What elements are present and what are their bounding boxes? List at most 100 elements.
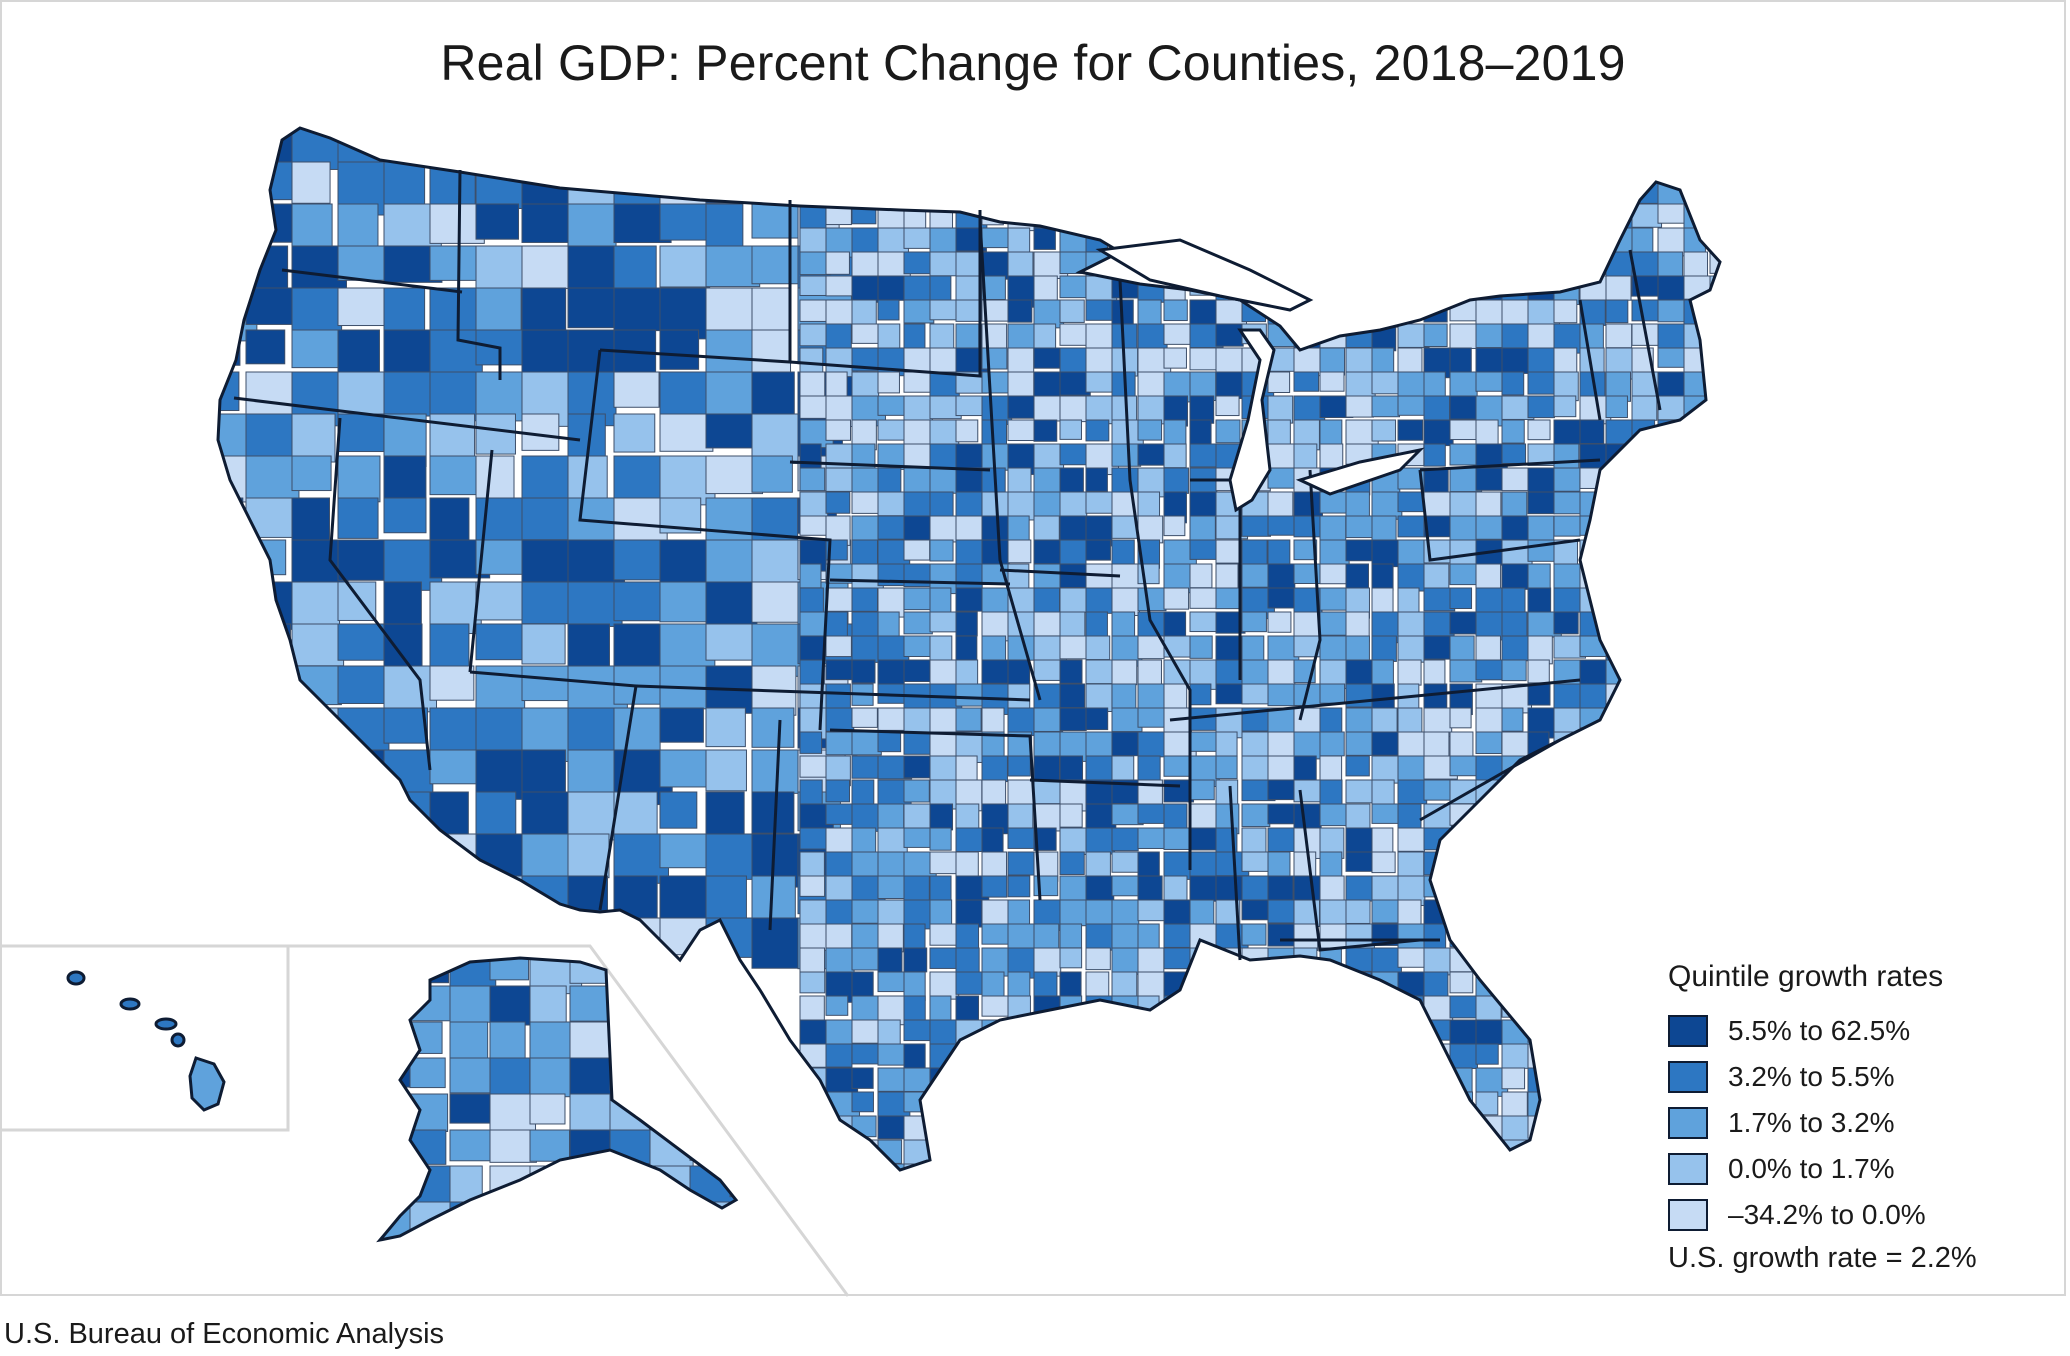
county-cell [1709, 539, 1720, 572]
county-cell [1423, 635, 1451, 660]
county-cell [1397, 1091, 1421, 1124]
county-cell [1085, 1163, 1112, 1170]
county-cell [1527, 179, 1558, 201]
county-cell [955, 755, 978, 782]
county-cell [613, 623, 666, 671]
county-cell [689, 1237, 732, 1240]
county-cell [799, 1115, 830, 1140]
county-cell [1736, 636, 1763, 656]
county-cell [429, 203, 485, 244]
county-cell [1631, 1163, 1661, 1170]
county-cell [1267, 1067, 1299, 1096]
county-cell [1241, 803, 1271, 828]
county-cell [1267, 227, 1296, 257]
county-cell [609, 1237, 655, 1240]
county-cell [1527, 515, 1555, 544]
county-cell [1709, 323, 1720, 348]
county-cell [1033, 827, 1057, 851]
county-cell [1449, 1163, 1480, 1170]
county-cell [851, 779, 875, 807]
county-cell [1293, 923, 1319, 951]
county-cell [337, 875, 378, 917]
county-cell [291, 917, 332, 968]
county-cell [903, 179, 933, 200]
county-cell [1423, 1139, 1454, 1166]
county-cell [751, 413, 803, 464]
county-cell [1631, 659, 1666, 680]
county-cell [475, 413, 516, 455]
county-cell [337, 539, 393, 581]
county-cell [1631, 755, 1666, 786]
county-cell [1605, 323, 1633, 349]
county-cell [1033, 971, 1058, 1000]
county-cell [1163, 1019, 1196, 1051]
county-cell [1267, 371, 1291, 394]
county-cell [1475, 971, 1503, 1000]
county-cell [1267, 251, 1298, 272]
county-cell [1553, 491, 1585, 515]
county-cell [955, 1139, 985, 1161]
county-cell [689, 1201, 734, 1240]
county-cell [567, 203, 617, 253]
county-cell [825, 275, 854, 297]
legend-swatch [1668, 1199, 1708, 1231]
county-cell [1319, 203, 1351, 225]
county-cell [613, 707, 661, 756]
county-cell [1293, 539, 1318, 561]
county-cell [1631, 731, 1658, 764]
county-cell [1319, 1019, 1348, 1049]
county-cell [1137, 1115, 1167, 1148]
county-cell [1319, 971, 1344, 994]
county-cell [1059, 419, 1082, 440]
county-cell [380, 1165, 410, 1199]
county-cell [1163, 827, 1192, 850]
county-cell [1215, 755, 1238, 780]
county-cell [1553, 971, 1578, 998]
county-cell [903, 779, 930, 803]
county-cell [799, 227, 828, 255]
county-cell [1085, 947, 1111, 971]
county-cell [1163, 995, 1191, 1027]
county-cell [1319, 1163, 1353, 1170]
county-cell [1423, 395, 1451, 422]
county-cell [705, 833, 761, 880]
county-cell [1007, 707, 1038, 736]
county-cell [1215, 875, 1243, 901]
county-cell [1657, 683, 1680, 705]
county-cell [1397, 275, 1423, 308]
county-cell [521, 623, 566, 665]
county-cell [380, 1129, 416, 1169]
county-cell [1475, 515, 1504, 540]
county-cell [1605, 803, 1636, 827]
county-cell [1059, 1019, 1090, 1050]
county-cell [1423, 443, 1446, 467]
state-border-sc-nc [1419, 738, 1561, 822]
county-cell [955, 179, 984, 202]
county-cell [1631, 227, 1654, 253]
county-cell [981, 923, 1012, 945]
county-cell [429, 707, 478, 756]
county-cell [1736, 444, 1760, 469]
state-border-ia-mo [999, 568, 1121, 578]
county-cell [245, 623, 291, 672]
county-cell [1059, 299, 1085, 323]
lake-michigan [1228, 328, 1276, 513]
county-cell [613, 833, 670, 884]
county-cell [245, 833, 288, 874]
county-cell [1085, 1043, 1115, 1074]
county-cell [1267, 899, 1298, 924]
county-cell [1085, 491, 1117, 514]
county-cell [1267, 179, 1297, 206]
county-cell [245, 707, 285, 755]
county-cell [851, 1067, 874, 1089]
state-border-36-parallel [635, 684, 1031, 702]
county-cell [1736, 756, 1768, 777]
county-cell [1579, 827, 1606, 860]
county-cell [1007, 1163, 1038, 1170]
state-border-ne-ks [829, 578, 1011, 586]
county-cell [981, 1067, 1005, 1095]
county-cell [825, 1163, 853, 1170]
county-cell [1579, 899, 1612, 930]
county-cell [1189, 731, 1218, 752]
county-cell [1137, 515, 1164, 544]
